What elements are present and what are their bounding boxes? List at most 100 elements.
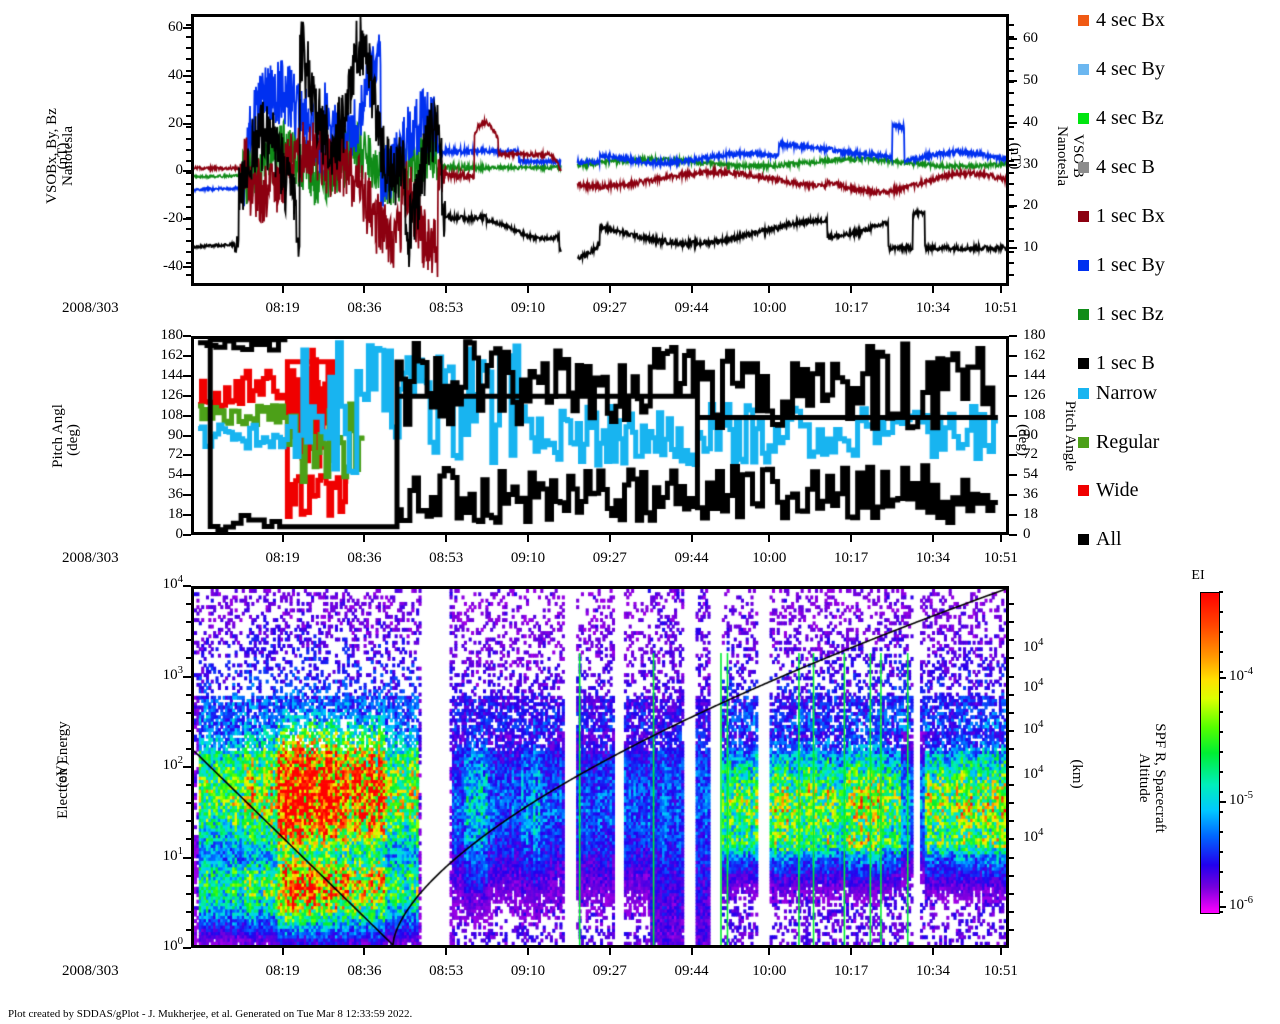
panel2-date-label: 2008/303 xyxy=(62,550,119,566)
frame-minor-tick xyxy=(1009,820,1014,823)
axis-tick-label: 36 xyxy=(1023,486,1038,503)
panel3-ylabel-left-unit: (eV) xyxy=(54,729,70,819)
time-tick-label: 09:27 xyxy=(592,550,627,566)
axis-tick-mark xyxy=(1009,38,1017,41)
time-tick-label: 08:19 xyxy=(265,550,300,566)
legend-item-1-sec-bz[interactable]: 1 sec Bz xyxy=(1078,304,1164,324)
frame-minor-tick xyxy=(1009,729,1014,732)
time-tick-mark xyxy=(931,286,934,293)
axis-tick-label: 104 xyxy=(1023,717,1044,737)
time-tick-mark xyxy=(931,535,934,542)
legend-swatch-icon xyxy=(1078,161,1089,173)
legend-item-4-sec-bx[interactable]: 4 sec Bx xyxy=(1078,10,1165,30)
frame-minor-tick xyxy=(1009,892,1014,895)
legend-item-all[interactable]: All xyxy=(1078,529,1122,549)
legend-label: 4 sec B xyxy=(1096,156,1155,178)
axis-tick-label: 162 xyxy=(1023,346,1046,363)
frame-minor-tick xyxy=(1009,35,1014,38)
axis-tick-label: 50 xyxy=(1023,71,1038,88)
legend-item-4-sec-bz[interactable]: 4 sec Bz xyxy=(1078,108,1164,128)
colorbar-minor-tick xyxy=(1219,911,1223,913)
frame-minor-tick xyxy=(1009,928,1014,931)
legend-item-4-sec-b[interactable]: 4 sec B xyxy=(1078,157,1155,177)
frame-minor-tick xyxy=(1009,47,1014,49)
legend-swatch-icon xyxy=(1078,484,1089,496)
colorbar-minor-tick xyxy=(1219,611,1223,613)
time-tick-label: 09:27 xyxy=(592,300,627,316)
axis-tick-label: 10 xyxy=(1023,239,1038,256)
legend-label: 1 sec By xyxy=(1096,254,1165,276)
legend: 4 sec Bx 4 sec By 4 sec Bz 4 sec B 1 sec Bx 1… xyxy=(1078,0,1278,549)
time-tick-mark xyxy=(690,948,693,955)
time-tick-mark xyxy=(527,948,530,955)
axis-tick-label: 0 xyxy=(175,162,184,179)
time-tick-label: 10:51 xyxy=(983,300,1018,316)
legend-item-4-sec-by[interactable]: 4 sec By xyxy=(1078,59,1165,79)
frame-minor-tick xyxy=(1009,874,1014,877)
axis-tick-label: 40 xyxy=(168,67,183,84)
legend-label: Narrow xyxy=(1096,382,1158,404)
frame-minor-tick xyxy=(186,171,191,174)
legend-swatch-icon xyxy=(1078,357,1089,369)
frame-minor-tick xyxy=(186,92,191,95)
axis-tick-label: 18 xyxy=(1023,506,1038,523)
frame-minor-tick xyxy=(186,115,191,117)
legend-label: 4 sec Bz xyxy=(1096,107,1164,129)
axis-tick-label: 102 xyxy=(162,754,183,773)
legend-swatch-icon xyxy=(1078,259,1089,271)
colorbar-minor-tick xyxy=(1219,711,1223,713)
colorbar-minor-tick xyxy=(1219,671,1223,673)
colorbar-minor-tick xyxy=(1219,691,1223,693)
frame-minor-tick xyxy=(1009,137,1014,140)
axis-tick-label: 36 xyxy=(168,486,183,503)
legend-item-1-sec-bx[interactable]: 1 sec Bx xyxy=(1078,206,1165,226)
axis-tick-label: 144 xyxy=(1023,366,1046,383)
frame-minor-tick xyxy=(1009,69,1014,72)
axis-tick-label: 100 xyxy=(162,935,183,954)
time-tick-mark xyxy=(608,286,611,293)
axis-tick-label: 103 xyxy=(162,663,183,683)
legend-item-regular[interactable]: Regular xyxy=(1078,432,1159,452)
time-tick-mark xyxy=(363,948,366,955)
panel3-ylabel-left-unit-text: (eV) xyxy=(54,760,70,788)
axis-tick-label: 104 xyxy=(1023,763,1044,783)
colorbar-minor-tick xyxy=(1219,811,1223,813)
axis-tick-label: 0 xyxy=(175,526,184,542)
legend-item-1-sec-b[interactable]: 1 sec B xyxy=(1078,353,1155,373)
panel-magnetic-field xyxy=(191,14,1009,286)
axis-tick-mark xyxy=(183,454,191,457)
axis-tick-mark xyxy=(183,947,191,949)
footer-credit: Plot created by SDDAS/gPlot - J. Mukherj… xyxy=(8,1008,413,1020)
frame-minor-tick xyxy=(186,160,191,163)
colorbar-minor-tick xyxy=(1219,591,1223,593)
colorbar xyxy=(1200,592,1220,914)
axis-tick-mark xyxy=(183,534,191,536)
frame-minor-tick xyxy=(186,262,191,265)
time-tick-label: 08:53 xyxy=(429,963,464,979)
legend-item-1-sec-by[interactable]: 1 sec By xyxy=(1078,255,1165,275)
legend-item-wide[interactable]: Wide xyxy=(1078,480,1139,500)
legend-item-narrow[interactable]: Narrow xyxy=(1078,383,1157,403)
colorbar-minor-tick xyxy=(1219,771,1223,773)
colorbar-tick-label: 10-5 xyxy=(1229,788,1253,808)
axis-tick-label: 126 xyxy=(1023,386,1046,403)
colorbar-minor-tick xyxy=(1219,731,1223,733)
axis-tick-mark xyxy=(1009,434,1017,437)
frame-minor-tick xyxy=(186,24,191,27)
axis-tick-label: 0 xyxy=(1023,526,1031,542)
axis-tick-mark xyxy=(183,585,191,587)
frame-minor-tick xyxy=(186,820,191,823)
colorbar-minor-tick xyxy=(1219,891,1223,893)
frame-minor-tick xyxy=(1009,194,1014,197)
frame-minor-tick xyxy=(186,639,191,642)
legend-label: 4 sec By xyxy=(1096,58,1165,80)
axis-tick-label: 104 xyxy=(1023,826,1044,846)
axis-tick-mark xyxy=(183,354,191,357)
frame-minor-tick xyxy=(186,183,191,185)
frame-minor-tick xyxy=(1009,621,1014,624)
axis-tick-label: 144 xyxy=(160,366,184,383)
axis-tick-mark xyxy=(1009,494,1017,497)
frame-minor-tick xyxy=(186,217,191,219)
time-tick-label: 10:34 xyxy=(915,550,950,566)
axis-tick-label: 108 xyxy=(1023,406,1046,423)
